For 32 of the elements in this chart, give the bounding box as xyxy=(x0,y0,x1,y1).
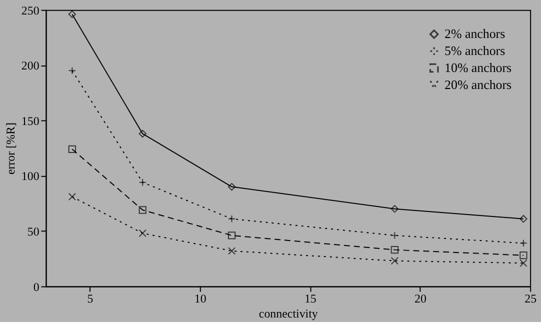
point xyxy=(390,246,399,254)
legend-label: 5% anchors xyxy=(444,43,506,58)
y-tick-label: 0 xyxy=(33,280,40,294)
legend-label: 2% anchors xyxy=(444,26,506,42)
y-tick-label: 250 xyxy=(21,3,40,18)
point xyxy=(138,206,146,214)
x-tick-label: 10 xyxy=(194,292,206,306)
y-axis-title: error [%R] xyxy=(3,122,18,175)
point xyxy=(68,192,76,201)
point xyxy=(520,215,528,223)
point xyxy=(390,257,399,265)
point xyxy=(68,10,76,18)
x-tick-label: 25 xyxy=(524,292,537,306)
point xyxy=(68,145,76,154)
y-tick-label: 150 xyxy=(21,114,40,128)
y-tick-label: 50 xyxy=(27,224,40,238)
x-tick-label: 5 xyxy=(87,292,94,306)
point xyxy=(138,130,146,138)
point xyxy=(520,259,528,267)
x-tick-label: 15 xyxy=(304,292,316,306)
x-tick-label: 20 xyxy=(414,292,426,306)
x-axis-title: connectivity xyxy=(258,306,318,321)
y-tick-label: 200 xyxy=(21,58,40,73)
point xyxy=(228,247,236,255)
y-tick-label: 100 xyxy=(21,169,40,184)
legend-label: 20% anchors xyxy=(444,76,512,92)
point xyxy=(390,205,399,213)
legend-label: 10% anchors xyxy=(444,60,512,75)
point xyxy=(520,252,528,260)
point xyxy=(138,229,146,238)
point xyxy=(228,232,236,240)
point xyxy=(228,182,236,191)
